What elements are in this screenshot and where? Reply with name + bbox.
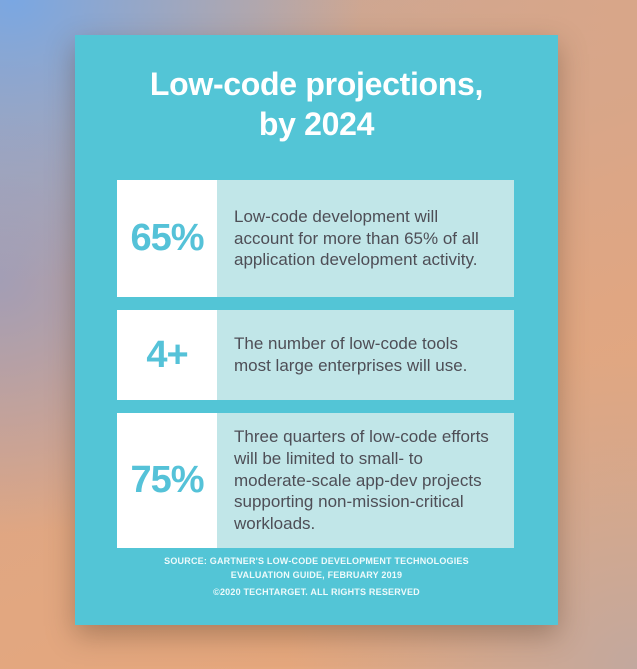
stat-description: Three quarters of low-code efforts will … [217,413,514,548]
stat-row-4-plus: 4+ The number of low-code tools most lar… [117,310,514,400]
stat-description: The number of low-code tools most large … [217,310,514,400]
stat-row-65-percent: 65% Low-code development will account fo… [117,180,514,297]
infographic-card: Low-code projections, by 2024 65% Low-co… [75,35,558,625]
stat-description-text: The number of low-code tools most large … [234,334,468,375]
stat-description-text: Low-code development will account for mo… [234,206,479,270]
stat-description: Low-code development will account for mo… [217,180,514,297]
stat-value: 75% [117,413,217,548]
source-line-2: EVALUATION GUIDE, FEBRUARY 2019 [230,569,403,580]
page-title: Low-code projections, by 2024 [75,35,558,145]
stat-row-75-percent: 75% Three quarters of low-code efforts w… [117,413,514,548]
stat-value: 65% [117,180,217,297]
source-line-1: SOURCE: GARTNER'S LOW-CODE DEVELOPMENT T… [164,556,469,566]
source-attribution: SOURCE: GARTNER'S LOW-CODE DEVELOPMENT T… [75,555,558,600]
stat-description-text: Three quarters of low-code efforts will … [234,426,489,534]
title-line-2: by 2024 [258,106,375,143]
stat-value: 4+ [117,310,217,400]
title-line-1: Low-code projections, [149,66,484,102]
copyright-line: ©2020 TECHTARGET. ALL RIGHTS RESERVED [213,587,420,597]
stats-list: 65% Low-code development will account fo… [117,180,514,548]
